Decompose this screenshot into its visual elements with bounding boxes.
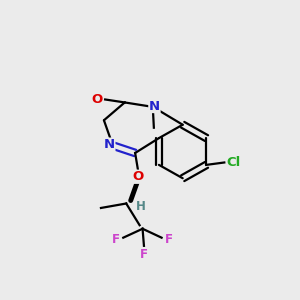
Text: F: F: [140, 248, 148, 260]
Text: O: O: [133, 170, 144, 183]
Text: N: N: [104, 138, 115, 151]
Text: N: N: [149, 100, 160, 112]
Text: O: O: [92, 93, 103, 106]
Text: F: F: [112, 233, 120, 246]
Text: H: H: [136, 200, 146, 213]
Text: F: F: [164, 233, 172, 246]
Text: Cl: Cl: [227, 156, 241, 169]
